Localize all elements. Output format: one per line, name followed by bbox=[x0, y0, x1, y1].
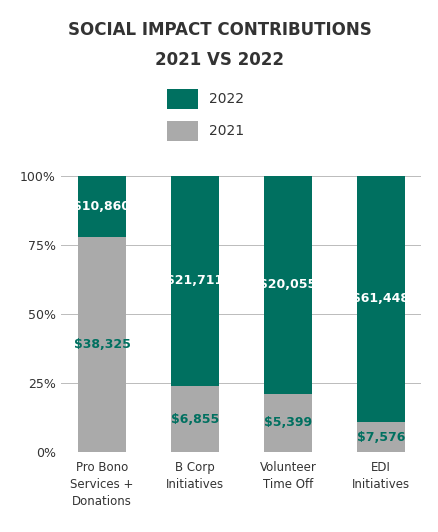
Bar bbox=[356, 422, 404, 452]
Bar bbox=[263, 176, 311, 394]
Text: $20,055: $20,055 bbox=[259, 278, 316, 291]
Text: 2022: 2022 bbox=[208, 92, 243, 106]
Text: $21,711: $21,711 bbox=[166, 274, 223, 287]
Text: 2021: 2021 bbox=[208, 124, 243, 138]
Bar bbox=[356, 176, 404, 422]
Bar bbox=[78, 237, 126, 452]
Text: $7,576: $7,576 bbox=[356, 430, 404, 444]
Text: $61,448: $61,448 bbox=[352, 292, 409, 305]
Text: $6,855: $6,855 bbox=[170, 412, 219, 426]
Bar bbox=[78, 176, 126, 237]
Bar bbox=[263, 394, 311, 452]
Text: $10,860: $10,860 bbox=[73, 200, 130, 213]
Text: SOCIAL IMPACT CONTRIBUTIONS: SOCIAL IMPACT CONTRIBUTIONS bbox=[67, 21, 371, 39]
Bar bbox=[170, 176, 219, 386]
Text: 2021 VS 2022: 2021 VS 2022 bbox=[155, 51, 283, 69]
Text: $5,399: $5,399 bbox=[263, 417, 311, 429]
Bar bbox=[170, 386, 219, 452]
Text: $38,325: $38,325 bbox=[74, 338, 130, 351]
